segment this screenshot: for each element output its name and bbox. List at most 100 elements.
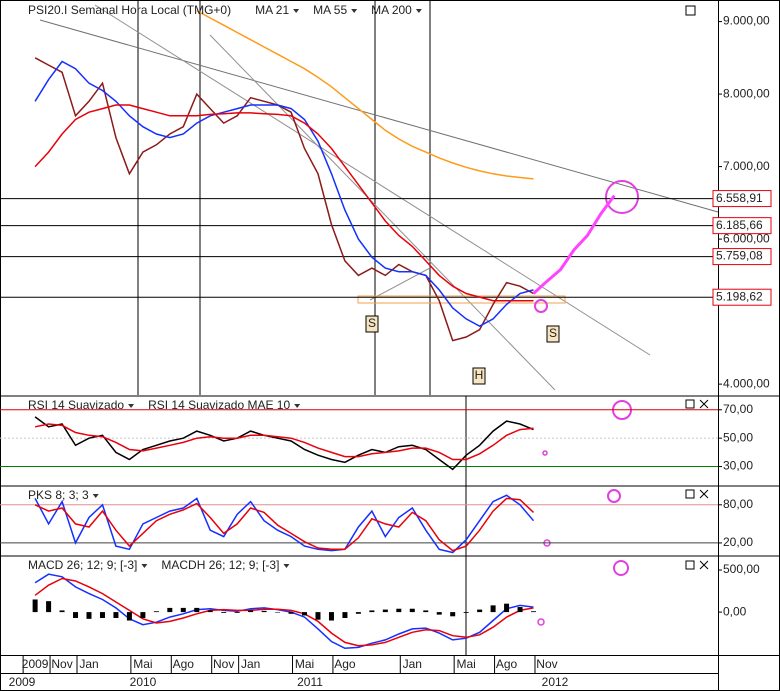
decorations [39,0,719,655]
zone-box [357,295,566,304]
y-tick-label: 50,00 [723,430,753,444]
histogram-bar [477,609,483,613]
trend-line [209,34,556,391]
histogram-bar [248,610,254,613]
histogram-bar [315,612,321,620]
x-tick-label: Nov [213,657,234,671]
annotation: H [475,368,484,382]
x-tick-label: Mai [295,657,314,671]
histogram-bar [463,612,469,613]
series-line [34,577,534,647]
series-line [34,494,535,554]
chart-title: PSI20.I Semanal Hora Local (TMG+0) [28,3,231,17]
target-circle [542,450,548,456]
x-tick-label: Ago [173,657,195,671]
series-line [34,104,534,302]
level-box [712,248,772,266]
x-tick-label: Mai [133,657,152,671]
legend-entry: MACDH 26; 12; 9; [-3] [161,558,279,572]
series-line [532,194,616,295]
x-group-label: 2012 [542,675,569,689]
x-tick-label: Ago [496,657,518,671]
histogram-bar [409,608,415,613]
histogram-bar [99,612,105,618]
histogram-bar [517,607,523,613]
legend-arrow [141,564,148,568]
histogram-bar [531,611,537,613]
y-tick-label: 70,00 [723,402,753,416]
y-tick-label: 8.000,00 [723,86,770,100]
series-line [34,57,534,342]
legend-arrow [283,564,290,568]
histogram-bar [59,610,65,613]
histogram-bar [194,607,200,613]
annotation-box [546,325,560,343]
x-tick-label: Jan [241,657,260,671]
x-tick-label: Ago [334,657,356,671]
histogram-bar [423,610,429,613]
histogram-bar [342,612,348,618]
legend-arrow [351,9,358,13]
target-circle [613,560,629,576]
legend-entry: RSI 14 Suavizado [28,398,124,412]
level-label: 6.558,91 [716,191,763,205]
y-tick-label: 6.000,00 [723,231,770,245]
legend-arrow [293,9,300,13]
series-line [34,423,534,461]
annotation-box [365,315,379,333]
histogram-bar [369,610,375,613]
series-line [34,573,534,650]
histogram-bar [140,612,146,618]
legend-arrow [415,9,422,13]
legend-entry: MA 21 [255,3,289,17]
target-circle [605,180,639,214]
level-label: 6.185,66 [716,218,763,232]
histogram-bar [302,612,308,616]
y-tick-label: 500,00 [723,562,760,576]
series-line [34,416,534,471]
histogram-bar [207,610,213,613]
x-tick-label: Nov [536,657,557,671]
histogram-bar [396,608,402,613]
series-line [34,60,534,327]
histogram-bar [490,605,496,613]
level-box [712,288,772,306]
annotation-box [472,367,486,385]
x-tick-label: 2009 [22,657,49,671]
annotation: S [549,326,557,340]
histogram-bar [32,599,38,613]
histogram-bar [180,607,186,613]
x-tick-label: Nov [51,657,72,671]
trend-line [94,4,651,356]
histogram-bar [221,612,227,613]
x-tick-label: Mai [456,657,475,671]
histogram-bar [113,612,119,618]
histogram-bar [86,612,92,619]
histogram-bar [46,601,52,613]
level-label: 5.198,62 [716,289,763,303]
histogram-bar [328,612,334,621]
histogram-bar [275,612,281,613]
histogram-bar [288,612,294,614]
level-label: 5.759,08 [716,249,763,263]
legend-arrow [294,404,301,408]
y-tick-label: 9.000,00 [723,14,770,28]
y-tick-label: 0,00 [723,604,747,618]
histogram-bar [261,610,267,613]
histogram-bar [450,612,456,617]
histogram-bar [382,609,388,613]
histogram-bar [153,611,159,613]
y-tick-label: 80,00 [723,497,753,511]
legend-arrow [128,404,135,408]
target-circle [607,489,621,503]
y-tick-label: 20,00 [723,535,753,549]
x-tick-label: Jan [403,657,422,671]
histogram-bar [234,612,240,613]
level-box [712,190,772,208]
histogram-bar [355,612,361,614]
histogram-bar [504,603,510,613]
annotation: S [368,316,376,330]
histogram-bar [436,612,442,615]
